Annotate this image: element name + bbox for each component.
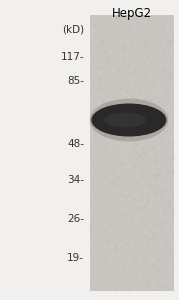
Ellipse shape — [91, 103, 166, 136]
Text: 26-: 26- — [67, 214, 84, 224]
Text: 48-: 48- — [67, 139, 84, 149]
Bar — [90, 15, 174, 291]
Ellipse shape — [104, 112, 146, 128]
Text: 19-: 19- — [67, 253, 84, 263]
Text: HepG2: HepG2 — [112, 8, 152, 20]
Text: 34-: 34- — [67, 175, 84, 185]
Ellipse shape — [89, 98, 168, 141]
Text: 85-: 85- — [67, 76, 84, 86]
Text: (kD): (kD) — [62, 25, 84, 35]
Text: 117-: 117- — [61, 52, 84, 62]
